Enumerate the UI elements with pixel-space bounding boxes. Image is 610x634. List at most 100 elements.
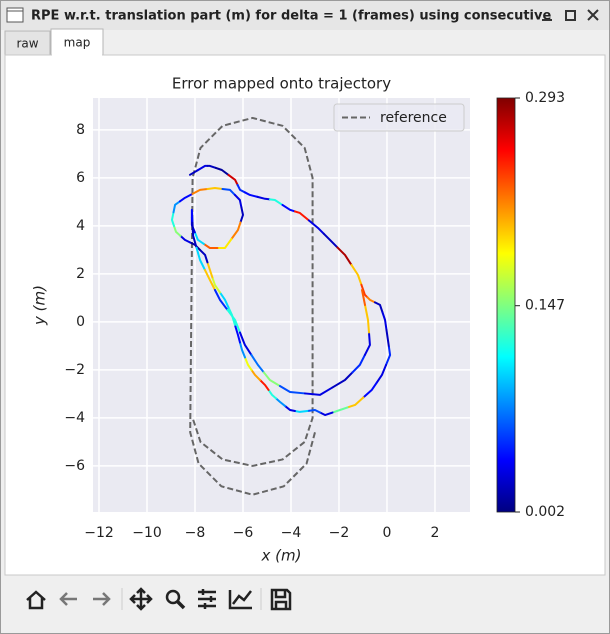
trajectory-segment: [193, 231, 205, 245]
toolbar: [26, 587, 292, 611]
trajectory-segment: [363, 331, 371, 356]
x-axis-label: x (m): [261, 547, 302, 565]
trajectory-segment: [366, 296, 376, 304]
trajectory-segment: [362, 381, 378, 399]
close-button[interactable]: [587, 9, 599, 21]
colorbar-tick-label: 0.293: [525, 90, 565, 106]
y-tick-label: 4: [76, 218, 85, 234]
trajectory-segment: [250, 368, 262, 381]
trajectory-segment: [170, 211, 175, 227]
pan-button[interactable]: [129, 587, 153, 611]
chart-title: Error mapped onto trajectory: [172, 75, 391, 93]
plot-area: [93, 98, 470, 512]
subplots-button[interactable]: [198, 589, 216, 609]
trajectory-segment: [244, 191, 259, 198]
tab-active[interactable]: [50, 28, 104, 57]
toolbar-separators: [121, 588, 262, 610]
trajectory-segment: [195, 246, 206, 271]
trajectory-segment: [239, 206, 244, 224]
x-tick-label: −12: [84, 525, 114, 541]
trajectory-segment: [293, 409, 309, 413]
trajectory-segment: [281, 203, 296, 213]
trajectory-segment: [307, 219, 325, 235]
trajectory-segment: [331, 406, 349, 414]
trajectory-segment: [199, 248, 209, 264]
maximize-button[interactable]: [565, 10, 576, 21]
trajectory-segment: [244, 356, 253, 371]
y-tick-label: −4: [64, 410, 85, 426]
legend-label: reference: [380, 110, 447, 126]
trajectory-segment: [221, 187, 236, 196]
tab-join: [52, 54, 102, 57]
zoom-handle[interactable]: [175, 599, 186, 610]
trajectory-segment: [191, 221, 198, 249]
x-tick-label: −10: [132, 525, 162, 541]
trajectory-segment: [206, 187, 224, 190]
trajectory-segment: [373, 301, 384, 314]
trajectory-segment: [274, 397, 286, 407]
axes-button[interactable]: [228, 590, 252, 610]
trajectory-segment: [179, 234, 191, 244]
tab-label[interactable]: raw: [16, 37, 38, 51]
trajectory-segment: [336, 246, 353, 266]
x-tick-label: 0: [383, 525, 392, 541]
trajectory-segment: [351, 353, 366, 374]
trajectory-segment: [230, 221, 242, 240]
trajectory-segment: [293, 210, 310, 222]
trajectory-segment: [213, 288, 229, 311]
trajectory-segment: [233, 323, 241, 344]
tab-label[interactable]: map: [64, 36, 91, 50]
window-icon: [6, 7, 24, 23]
trajectory-segment: [227, 173, 239, 186]
trajectory-segment: [283, 404, 296, 412]
trajectory-segment: [216, 238, 233, 249]
x-tick-label: −4: [281, 525, 302, 541]
trajectory-segment: [278, 385, 307, 395]
trajectory-segment: [319, 411, 334, 417]
trajectory-segment: [202, 242, 219, 249]
trajectory-segment: [190, 208, 194, 224]
trajectory-segment: [385, 328, 391, 349]
home-button[interactable]: [26, 590, 46, 610]
trajectory-segment: [262, 371, 281, 387]
trajectory-segment: [361, 289, 367, 306]
trajectory-segment: [331, 371, 354, 389]
trajectory-segment: [322, 232, 339, 249]
y-tick-label: −6: [64, 458, 85, 474]
trajectory-segment: [206, 261, 214, 279]
x-tick-label: 2: [431, 525, 440, 541]
y-tick-label: −2: [64, 362, 85, 378]
legend-box: [333, 103, 465, 132]
trajectory-segment: [172, 200, 181, 214]
trajectory-segment: [304, 386, 334, 396]
trajectory-segment: [267, 388, 277, 400]
trajectory-segment: [385, 346, 392, 366]
trajectory-segment: [172, 224, 182, 237]
trajectory-segment: [350, 263, 363, 286]
trajectory-segment: [236, 183, 247, 194]
trajectory-segment: [381, 311, 388, 331]
y-tick-label: 6: [76, 170, 85, 186]
back-button[interactable]: [59, 592, 77, 606]
window-title: RPE w.r.t. translation part (m) for delt…: [31, 9, 551, 24]
x-tick-label: −8: [185, 525, 206, 541]
title-bar: [1, 1, 609, 30]
trajectory-segment: [375, 364, 388, 384]
tab[interactable]: [4, 30, 51, 56]
save-button[interactable]: [270, 588, 292, 611]
forward-button[interactable]: [93, 592, 111, 606]
zoom-button[interactable]: [165, 589, 181, 605]
trajectory-segment: [364, 304, 370, 334]
trajectory-segment: [188, 169, 199, 176]
trajectory-segment: [250, 353, 265, 374]
trajectory-segment: [238, 331, 253, 356]
trajectory-segment: [206, 164, 217, 169]
trajectory-segment: [178, 192, 194, 203]
window-controls[interactable]: [542, 9, 599, 21]
trajectory-segment: [191, 187, 209, 195]
trajectory-segment: [233, 193, 243, 209]
trajectory-segment: [259, 379, 270, 391]
trajectory-segment: [268, 198, 284, 206]
